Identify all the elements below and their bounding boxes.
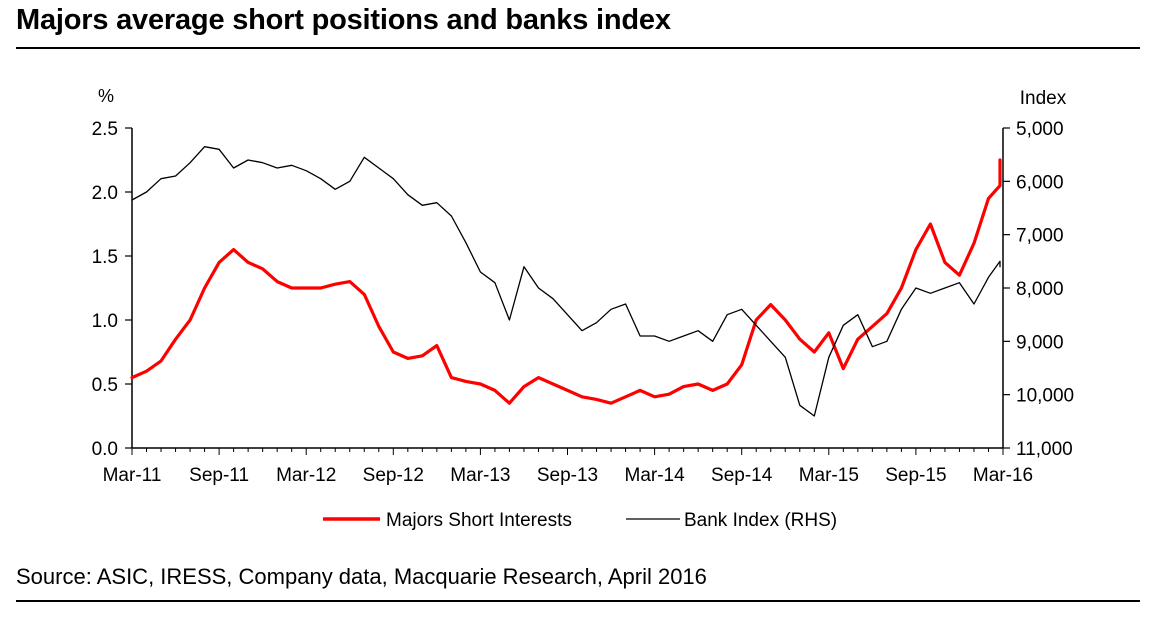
x-tick-label: Mar-14 [625, 465, 686, 486]
left-tick-label: 0.5 [92, 375, 118, 396]
series-line-short-interests [130, 158, 1002, 405]
legend-label-short-interests: Majors Short Interests [386, 510, 572, 531]
series-line-bank-index [131, 146, 1001, 417]
left-axis-unit-label: % [98, 86, 114, 106]
footer-divider [16, 600, 1140, 602]
right-tick-label: 8,000 [1016, 279, 1064, 300]
right-tick-label: 6,000 [1016, 172, 1064, 193]
x-tick-label: Mar-13 [450, 465, 510, 486]
right-axis-unit-label: Index [1020, 88, 1067, 109]
right-tick-label: 5,000 [1016, 119, 1064, 140]
left-tick-label: 2.0 [92, 183, 118, 204]
source-note: Source: ASIC, IRESS, Company data, Macqu… [16, 564, 707, 589]
x-tick-label: Mar-12 [276, 465, 336, 486]
x-tick-label: Sep-15 [885, 465, 946, 486]
chart-canvas: % Index 0.0 0.5 1.0 1.5 2.0 2.5 11,000 10,000 9,00… [92, 86, 1075, 531]
legend: Majors Short Interests Bank Index (RHS) [323, 510, 837, 531]
right-tick-label: 11,000 [1016, 439, 1073, 460]
series-lines [130, 146, 1002, 417]
legend-label-bank-index: Bank Index (RHS) [684, 510, 837, 531]
x-tick-label: Sep-14 [711, 465, 773, 486]
right-tick-label: 7,000 [1016, 226, 1064, 247]
chart-title: Majors average short positions and banks… [16, 4, 671, 36]
x-tick-label: Mar-15 [799, 465, 859, 486]
axes: % Index 0.0 0.5 1.0 1.5 2.0 2.5 11,000 10,000 9,00… [92, 86, 1075, 486]
x-tick-label: Mar-16 [973, 465, 1033, 486]
x-tick-label: Sep-11 [189, 465, 249, 486]
left-tick-label: 1.5 [92, 247, 118, 268]
right-tick-label: 9,000 [1016, 332, 1064, 353]
left-tick-label: 0.0 [92, 439, 118, 460]
x-tick-label: Sep-12 [363, 465, 424, 486]
title-divider [16, 47, 1140, 49]
left-tick-label: 1.0 [92, 311, 118, 332]
right-tick-label: 10,000 [1016, 386, 1074, 407]
x-tick-label: Sep-13 [537, 465, 598, 486]
x-tick-label: Mar-11 [103, 465, 162, 486]
left-tick-label: 2.5 [92, 119, 118, 140]
